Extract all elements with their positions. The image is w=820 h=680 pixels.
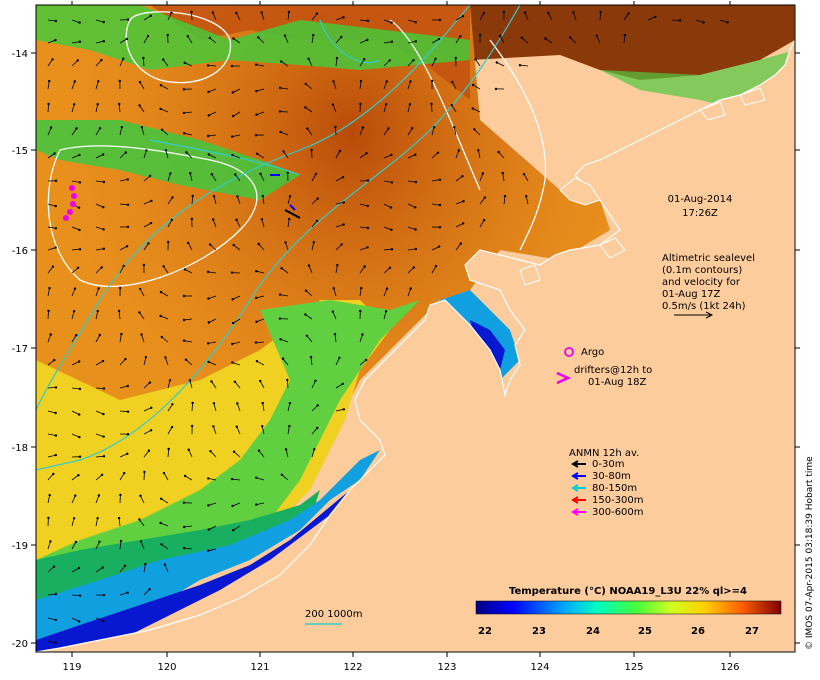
altimetry-line-4: 01-Aug 17Z xyxy=(662,289,721,300)
anmn-item: 300-600m xyxy=(571,507,644,518)
anmn-item: 30-80m xyxy=(571,471,631,482)
altimetry-line-3: and velocity for xyxy=(662,277,741,288)
anmn-title: ANMN 12h av. xyxy=(569,448,639,459)
land-mass xyxy=(36,5,795,652)
colorbar-tick-label: 23 xyxy=(532,626,546,637)
anmn-item-label: 0-30m xyxy=(592,459,624,470)
anmn-item-label: 300-600m xyxy=(592,507,644,518)
lat-tick-label: -19 xyxy=(12,541,28,552)
altimetry-line-2: (0.1m contours) xyxy=(662,265,742,276)
altimetry-annotation: Altimetric sealevel (0.1m contours) and … xyxy=(662,253,755,319)
altimetry-line-5: 0.5m/s (1kt 24h) xyxy=(662,301,746,312)
drifters-legend: drifters@12h to 01-Aug 18Z xyxy=(556,365,652,388)
anmn-moorings xyxy=(270,174,301,219)
anmn-item: 0-30m xyxy=(571,459,624,470)
argo-label: Argo xyxy=(581,347,604,358)
anmn-item-label: 30-80m xyxy=(592,471,631,482)
lon-tick-label: 123 xyxy=(437,662,456,673)
colorbar-tick-label: 22 xyxy=(478,626,492,637)
date-line-2: 17:26Z xyxy=(682,208,718,219)
anmn-item-label: 150-300m xyxy=(592,495,644,506)
colorbar-tick-label: 25 xyxy=(638,626,652,637)
lat-tick-label: -16 xyxy=(12,246,28,257)
colorbar-title: Temperature (°C) NOAA19_L3U 22% ql>=4 xyxy=(509,586,747,597)
isobath-contours xyxy=(36,5,521,471)
drifter-track xyxy=(63,185,77,221)
scale-arrow-icon xyxy=(674,311,714,319)
lon-tick-label: 124 xyxy=(530,662,549,673)
sea-surface-temperature-field xyxy=(36,5,795,652)
colorbar-tick-label: 26 xyxy=(691,626,705,637)
anmn-legend: ANMN 12h av. 0-30m30-80m80-150m150-300m3… xyxy=(569,448,644,518)
lat-tick-label: -20 xyxy=(12,639,28,650)
lat-tick-label: -15 xyxy=(12,146,28,157)
anmn-item: 80-150m xyxy=(571,483,637,494)
drifters-line-1: drifters@12h to xyxy=(574,365,652,376)
lon-tick-label: 119 xyxy=(62,662,81,673)
isobath-legend: 200 1000m xyxy=(305,609,362,625)
anmn-item-label: 80-150m xyxy=(592,483,637,494)
latitude-axis: -14 -15 -16 -17 -18 -19 -20 xyxy=(12,49,800,650)
colorbar-tick-label: 24 xyxy=(586,626,600,637)
isobath-label: 200 1000m xyxy=(305,609,362,620)
map-border xyxy=(35,4,796,653)
lon-tick-label: 120 xyxy=(157,662,176,673)
anmn-item: 150-300m xyxy=(571,495,644,506)
longitude-axis: 119 120 121 122 123 124 125 126 xyxy=(62,1,740,673)
lat-tick-label: -17 xyxy=(12,344,28,355)
sealevel-contours xyxy=(47,11,547,288)
drifter-marker-icon xyxy=(556,371,572,385)
lon-tick-label: 125 xyxy=(624,662,643,673)
lon-tick-label: 121 xyxy=(250,662,269,673)
altimetry-line-1: Altimetric sealevel xyxy=(662,253,755,264)
argo-marker-icon xyxy=(564,347,574,357)
date-line-1: 01-Aug-2014 xyxy=(668,194,733,205)
lon-tick-label: 126 xyxy=(720,662,739,673)
colorbar: Temperature (°C) NOAA19_L3U 22% ql>=4 22… xyxy=(475,586,782,637)
velocity-arrows xyxy=(47,10,729,644)
lat-tick-label: -18 xyxy=(12,443,28,454)
colorbar-gradient xyxy=(475,600,782,615)
lat-tick-label: -14 xyxy=(12,49,28,60)
colorbar-tick-label: 27 xyxy=(745,626,759,637)
argo-legend: Argo xyxy=(564,347,604,358)
coastline-islands xyxy=(519,87,766,286)
lon-tick-label: 122 xyxy=(343,662,362,673)
credit-text: © IMOS 07-Apr-2015 03:18:39 Hobart time xyxy=(805,456,815,650)
drifters-line-2: 01-Aug 18Z xyxy=(588,377,647,388)
date-annotation: 01-Aug-2014 17:26Z xyxy=(668,194,733,219)
